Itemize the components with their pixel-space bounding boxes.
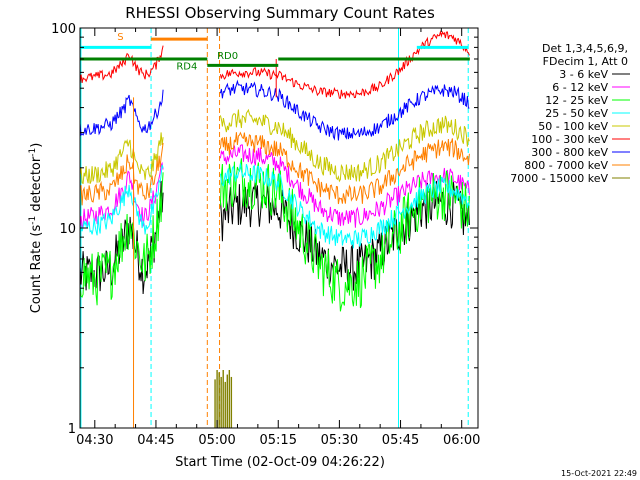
y-axis-label-sup1: -1	[28, 216, 38, 225]
series-line-3-seg1	[80, 164, 164, 236]
footer-timestamp: 15-Oct-2021 22:49	[561, 469, 637, 478]
series-line-5-seg1	[80, 45, 164, 84]
y-tick-label-2: 100	[51, 22, 76, 37]
legend-label-5: 100 - 300 keV	[531, 133, 608, 146]
axes: 04:30 04:45 05:00 05:15 05:30 05:45 06:00 1 10 10…	[51, 22, 480, 448]
series-line-1-seg1	[80, 161, 164, 230]
annotation-2: RD4	[176, 62, 197, 73]
series-line-3-seg2	[219, 163, 470, 249]
series-line-6-seg2	[219, 79, 470, 141]
plot-area	[80, 28, 470, 428]
y-tick-label-0: 1	[68, 422, 76, 437]
legend: Det 1,3,4,5,6,9,FDecim 1, Att 03 - 6 keV…	[510, 42, 630, 185]
legend-label-8: 7000 - 15000 keV	[510, 172, 608, 185]
legend-header-0: Det 1,3,4,5,6,9,	[542, 42, 628, 55]
legend-label-2: 12 - 25 keV	[545, 94, 608, 107]
x-tick-label-6: 06:00	[443, 433, 480, 448]
series-line-2-seg1	[80, 172, 164, 306]
chart-title: RHESSI Observing Summary Count Rates	[125, 4, 435, 22]
y-axis-label: Count Rate (s-1 detector-1)	[28, 143, 44, 314]
x-axis-label: Start Time (02-Oct-09 04:26:22)	[175, 455, 385, 470]
series-line-2-seg2	[219, 158, 470, 312]
series-line-7-seg2	[219, 131, 470, 205]
x-tick-label-3: 05:15	[260, 433, 297, 448]
x-tick-label-2: 05:00	[198, 433, 235, 448]
legend-header-1: FDecim 1, Att 0	[543, 55, 628, 68]
y-axis-label-main: Count Rate (s	[29, 225, 44, 314]
plot-content: S RD0 RD4	[80, 28, 470, 428]
y-axis-label-mid: detector	[29, 156, 44, 216]
series-line-4-seg2	[219, 108, 470, 183]
legend-label-7: 800 - 7000 keV	[524, 159, 608, 172]
y-axis-label-sup2: -1	[28, 148, 38, 157]
series-line-5-seg2	[219, 30, 470, 99]
legend-label-0: 3 - 6 keV	[559, 68, 608, 81]
legend-label-1: 6 - 12 keV	[552, 81, 608, 94]
series-line-4-seg1	[80, 132, 164, 185]
legend-label-4: 50 - 100 keV	[538, 120, 608, 133]
x-tick-label-4: 05:30	[321, 433, 358, 448]
annotation-1: RD0	[217, 51, 238, 62]
series-line-1-seg2	[219, 144, 470, 228]
series-line-6-seg1	[80, 89, 164, 137]
y-axis-label-end: )	[29, 143, 44, 148]
x-tick-label-5: 05:45	[382, 433, 419, 448]
legend-label-6: 300 - 800 keV	[531, 146, 608, 159]
x-tick-label-1: 04:45	[137, 433, 174, 448]
annotation-0: S	[117, 32, 123, 43]
y-tick-label-1: 10	[59, 222, 76, 237]
legend-label-3: 25 - 50 keV	[545, 107, 608, 120]
series-line-7-seg1	[80, 142, 164, 206]
x-tick-label-0: 04:30	[76, 433, 113, 448]
